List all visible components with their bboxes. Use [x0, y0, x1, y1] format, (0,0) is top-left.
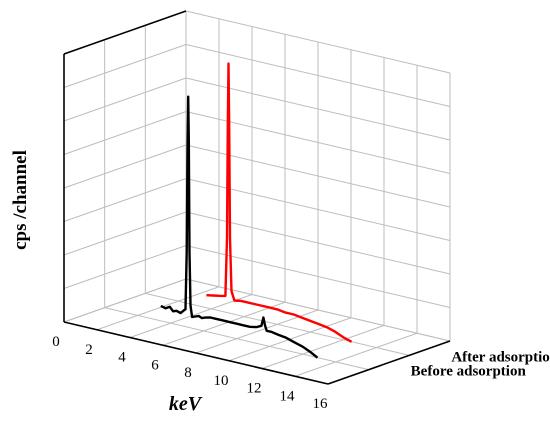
grid-line [63, 44, 187, 88]
series-label-before: Before adsorption [411, 364, 527, 380]
x-axis-title: keV [169, 393, 203, 415]
axis-edge [63, 321, 329, 385]
x-tick-label: 0 [52, 334, 60, 350]
grid-line [294, 332, 418, 377]
x-tick-label: 2 [85, 342, 93, 358]
grid-line [63, 278, 187, 323]
grid-line [261, 325, 385, 369]
grid-line [104, 307, 369, 371]
x-tick-label: 10 [214, 373, 229, 389]
grid-line [63, 245, 187, 289]
x-tick-label: 12 [247, 381, 262, 397]
axis-edge [63, 10, 187, 55]
x-tick-label: 6 [151, 357, 159, 373]
series-line-after [206, 62, 353, 343]
grid-line [185, 10, 451, 74]
grid-line [63, 77, 187, 122]
chart-series [160, 62, 353, 359]
grid-line [63, 144, 187, 189]
x-tick-label: 16 [313, 396, 329, 412]
grid-line [185, 44, 451, 107]
y-axis-title: cps /channel [10, 150, 31, 250]
grid-line [162, 301, 286, 346]
x-tick-label: 14 [280, 388, 296, 404]
grid-line [63, 178, 187, 222]
grid-line [185, 278, 451, 342]
x-tick-label: 4 [118, 350, 126, 366]
grid-line [63, 111, 187, 155]
chart-text: 0 2 4 6 8 10 12 14 16 keV cps /channel Before adsor… [10, 150, 550, 415]
series-label-after: After adsorption [451, 349, 550, 365]
axis-edge [327, 340, 451, 385]
grid-line [63, 211, 187, 256]
x-tick-label: 8 [184, 365, 192, 381]
grid-line [185, 77, 451, 141]
series-line-before [160, 95, 319, 359]
grid-line [96, 286, 220, 331]
